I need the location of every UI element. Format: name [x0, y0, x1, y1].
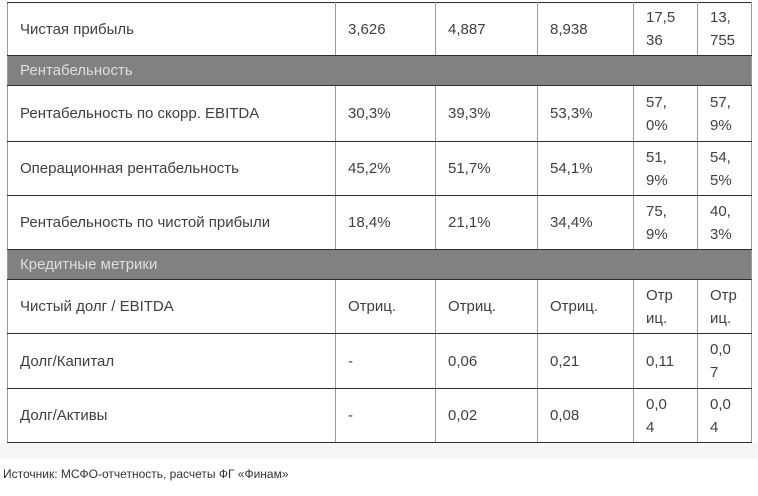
row-net-margin: Рентабельность по чистой прибыли 18,4% 2…	[7, 195, 752, 250]
section-header-label: Кредитные метрики	[7, 249, 752, 280]
section-header-label: Рентабельность	[7, 55, 752, 86]
row-net-profit: Чистая прибыль 3,626 4,887 8,938 17,5 36…	[7, 2, 752, 56]
row-label: Рентабельность по чистой прибыли	[7, 195, 336, 250]
cell-value: 13, 755	[697, 2, 752, 56]
cell-value: 51,7%	[435, 141, 538, 196]
cell-value: Отриц.	[335, 279, 436, 334]
row-label: Рентабельность по скорр. EBITDA	[7, 85, 336, 142]
row-net-debt-ebitda: Чистый долг / EBITDA Отриц. Отриц. Отриц…	[7, 279, 752, 334]
financial-metrics-table: Чистая прибыль 3,626 4,887 8,938 17,5 36…	[7, 2, 752, 443]
cell-value: 8,938	[537, 2, 634, 56]
cell-value: 34,4%	[537, 195, 634, 250]
cell-value: Отриц.	[537, 279, 634, 334]
cell-value: 53,3%	[537, 85, 634, 142]
cell-value: Отриц.	[435, 279, 538, 334]
cell-value: 0,21	[537, 333, 634, 389]
cell-value: 0,0 4	[633, 388, 698, 443]
cell-value: 45,2%	[335, 141, 436, 196]
cell-value: Отр иц.	[633, 279, 698, 334]
cell-value: Отр иц.	[697, 279, 752, 334]
cell-value: 54, 5%	[697, 141, 752, 196]
source-note: Источник: МСФО-отчетность, расчеты ФГ «Ф…	[3, 467, 289, 481]
cell-value: 0,0 7	[697, 333, 752, 389]
row-label: Чистая прибыль	[7, 2, 336, 56]
section-credit-metrics: Кредитные метрики	[7, 249, 752, 280]
cell-value: 21,1%	[435, 195, 538, 250]
row-debt-capital: Долг/Капитал - 0,06 0,21 0,11 0,0 7	[7, 333, 752, 389]
row-debt-assets: Долг/Активы - 0,02 0,08 0,0 4 0,0 4	[7, 388, 752, 443]
row-label: Операционная рентабельность	[7, 141, 336, 196]
cell-value: 0,0 4	[697, 388, 752, 443]
cell-value: -	[335, 388, 436, 443]
cell-value: 17,5 36	[633, 2, 698, 56]
cell-value: 0,02	[435, 388, 538, 443]
row-ebitda-margin: Рентабельность по скорр. EBITDA 30,3% 39…	[7, 85, 752, 142]
cell-value: -	[335, 333, 436, 389]
cell-value: 40, 3%	[697, 195, 752, 250]
cell-value: 18,4%	[335, 195, 436, 250]
cell-value: 30,3%	[335, 85, 436, 142]
row-label: Долг/Активы	[7, 388, 336, 443]
cell-value: 54,1%	[537, 141, 634, 196]
row-label: Долг/Капитал	[7, 333, 336, 389]
cell-value: 57, 0%	[633, 85, 698, 142]
cell-value: 0,11	[633, 333, 698, 389]
cell-value: 0,08	[537, 388, 634, 443]
cell-value: 51, 9%	[633, 141, 698, 196]
cell-value: 57, 9%	[697, 85, 752, 142]
cell-value: 39,3%	[435, 85, 538, 142]
row-operating-margin: Операционная рентабельность 45,2% 51,7% …	[7, 141, 752, 196]
table-bottom-strip	[0, 443, 758, 459]
section-profitability: Рентабельность	[7, 55, 752, 86]
cell-value: 4,887	[435, 2, 538, 56]
cell-value: 3,626	[335, 2, 436, 56]
cell-value: 75, 9%	[633, 195, 698, 250]
row-label: Чистый долг / EBITDA	[7, 279, 336, 334]
cell-value: 0,06	[435, 333, 538, 389]
